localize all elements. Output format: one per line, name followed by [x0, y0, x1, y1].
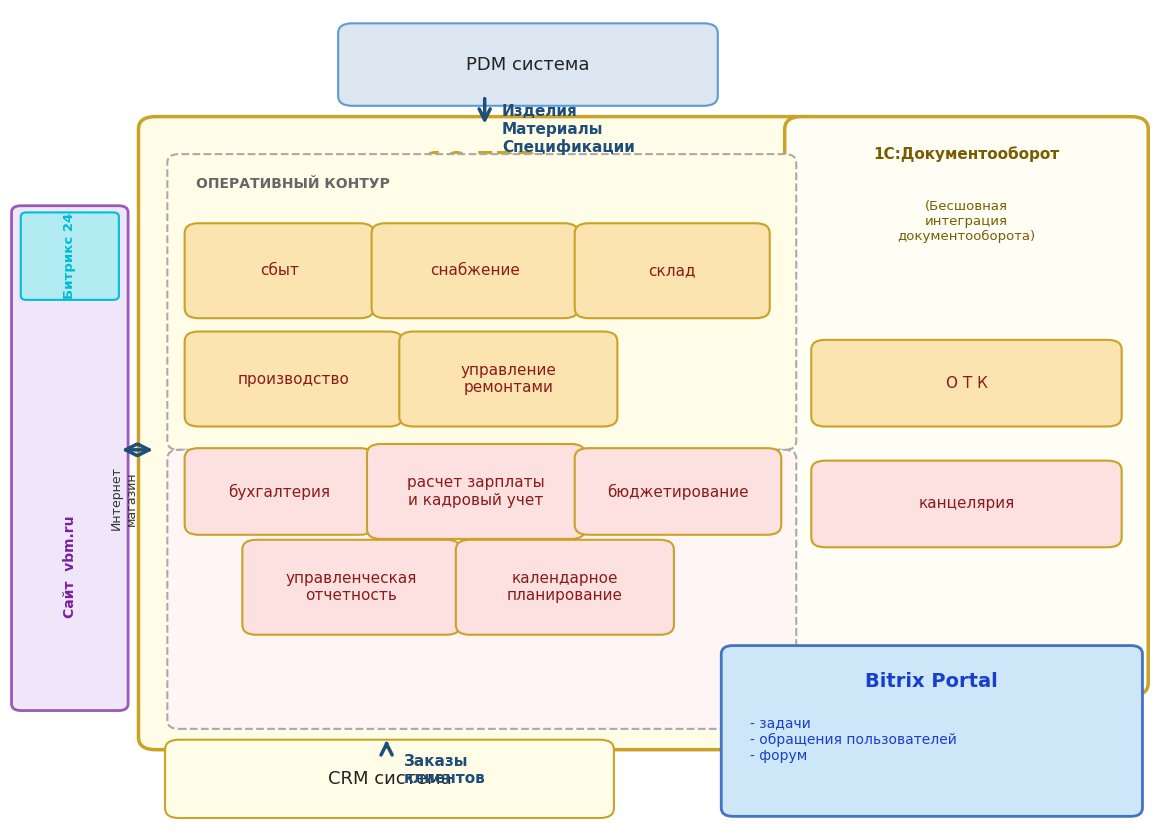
FancyBboxPatch shape — [338, 23, 718, 106]
FancyBboxPatch shape — [185, 223, 374, 318]
FancyBboxPatch shape — [167, 154, 796, 450]
Text: Изделия
Материалы
Спецификации: Изделия Материалы Спецификации — [502, 104, 635, 155]
FancyBboxPatch shape — [185, 332, 403, 426]
Text: склад: склад — [649, 263, 696, 278]
Text: Заказы
клиентов: Заказы клиентов — [404, 754, 486, 786]
FancyBboxPatch shape — [456, 540, 674, 635]
FancyBboxPatch shape — [721, 646, 1142, 816]
FancyBboxPatch shape — [167, 450, 796, 729]
Text: 1С:ERP: 1С:ERP — [426, 150, 538, 178]
Text: бюджетирование: бюджетирование — [607, 483, 749, 500]
FancyBboxPatch shape — [399, 332, 617, 426]
Text: бухгалтерия: бухгалтерия — [228, 483, 330, 500]
Text: Сайт  vbm.ru: Сайт vbm.ru — [62, 515, 77, 617]
FancyBboxPatch shape — [811, 340, 1122, 426]
Text: сбыт: сбыт — [260, 263, 299, 278]
FancyBboxPatch shape — [242, 540, 460, 635]
Text: управленческая
отчетность: управленческая отчетность — [286, 571, 417, 603]
Text: - задачи
- обращения пользователей
- форум: - задачи - обращения пользователей - фор… — [750, 716, 957, 763]
FancyBboxPatch shape — [785, 117, 1148, 696]
Text: расчет зарплаты
и кадровый учет: расчет зарплаты и кадровый учет — [407, 476, 545, 507]
Text: (Бесшовная
интеграция
документооборота): (Бесшовная интеграция документооборота) — [898, 200, 1035, 243]
Text: ФИНАНСОВЫЙ КОНТУР: ФИНАНСОВЫЙ КОНТУР — [196, 473, 384, 487]
Text: производство: производство — [238, 372, 350, 387]
Text: ОПЕРАТИВНЫЙ КОНТУР: ОПЕРАТИВНЫЙ КОНТУР — [196, 177, 390, 192]
Text: календарное
планирование: календарное планирование — [507, 571, 623, 603]
FancyBboxPatch shape — [372, 223, 578, 318]
Text: управление
ремонтами: управление ремонтами — [460, 363, 556, 395]
Text: Интернет
магазин: Интернет магазин — [110, 466, 137, 531]
Text: Битрикс 24: Битрикс 24 — [63, 213, 76, 299]
FancyBboxPatch shape — [165, 740, 614, 818]
FancyBboxPatch shape — [367, 444, 585, 539]
Text: CRM система: CRM система — [328, 770, 451, 788]
FancyBboxPatch shape — [575, 448, 781, 535]
Text: PDM система: PDM система — [466, 56, 590, 73]
Text: снабжение: снабжение — [430, 263, 519, 278]
FancyBboxPatch shape — [21, 212, 119, 300]
Text: канцелярия: канцелярия — [919, 496, 1014, 511]
FancyBboxPatch shape — [185, 448, 374, 535]
Text: О Т К: О Т К — [945, 376, 988, 391]
Text: 1С:Документооборот: 1С:Документооборот — [874, 146, 1059, 162]
FancyBboxPatch shape — [575, 223, 770, 318]
FancyBboxPatch shape — [138, 117, 825, 750]
FancyBboxPatch shape — [12, 206, 128, 711]
Text: Bitrix Portal: Bitrix Portal — [866, 672, 998, 691]
FancyBboxPatch shape — [811, 461, 1122, 547]
